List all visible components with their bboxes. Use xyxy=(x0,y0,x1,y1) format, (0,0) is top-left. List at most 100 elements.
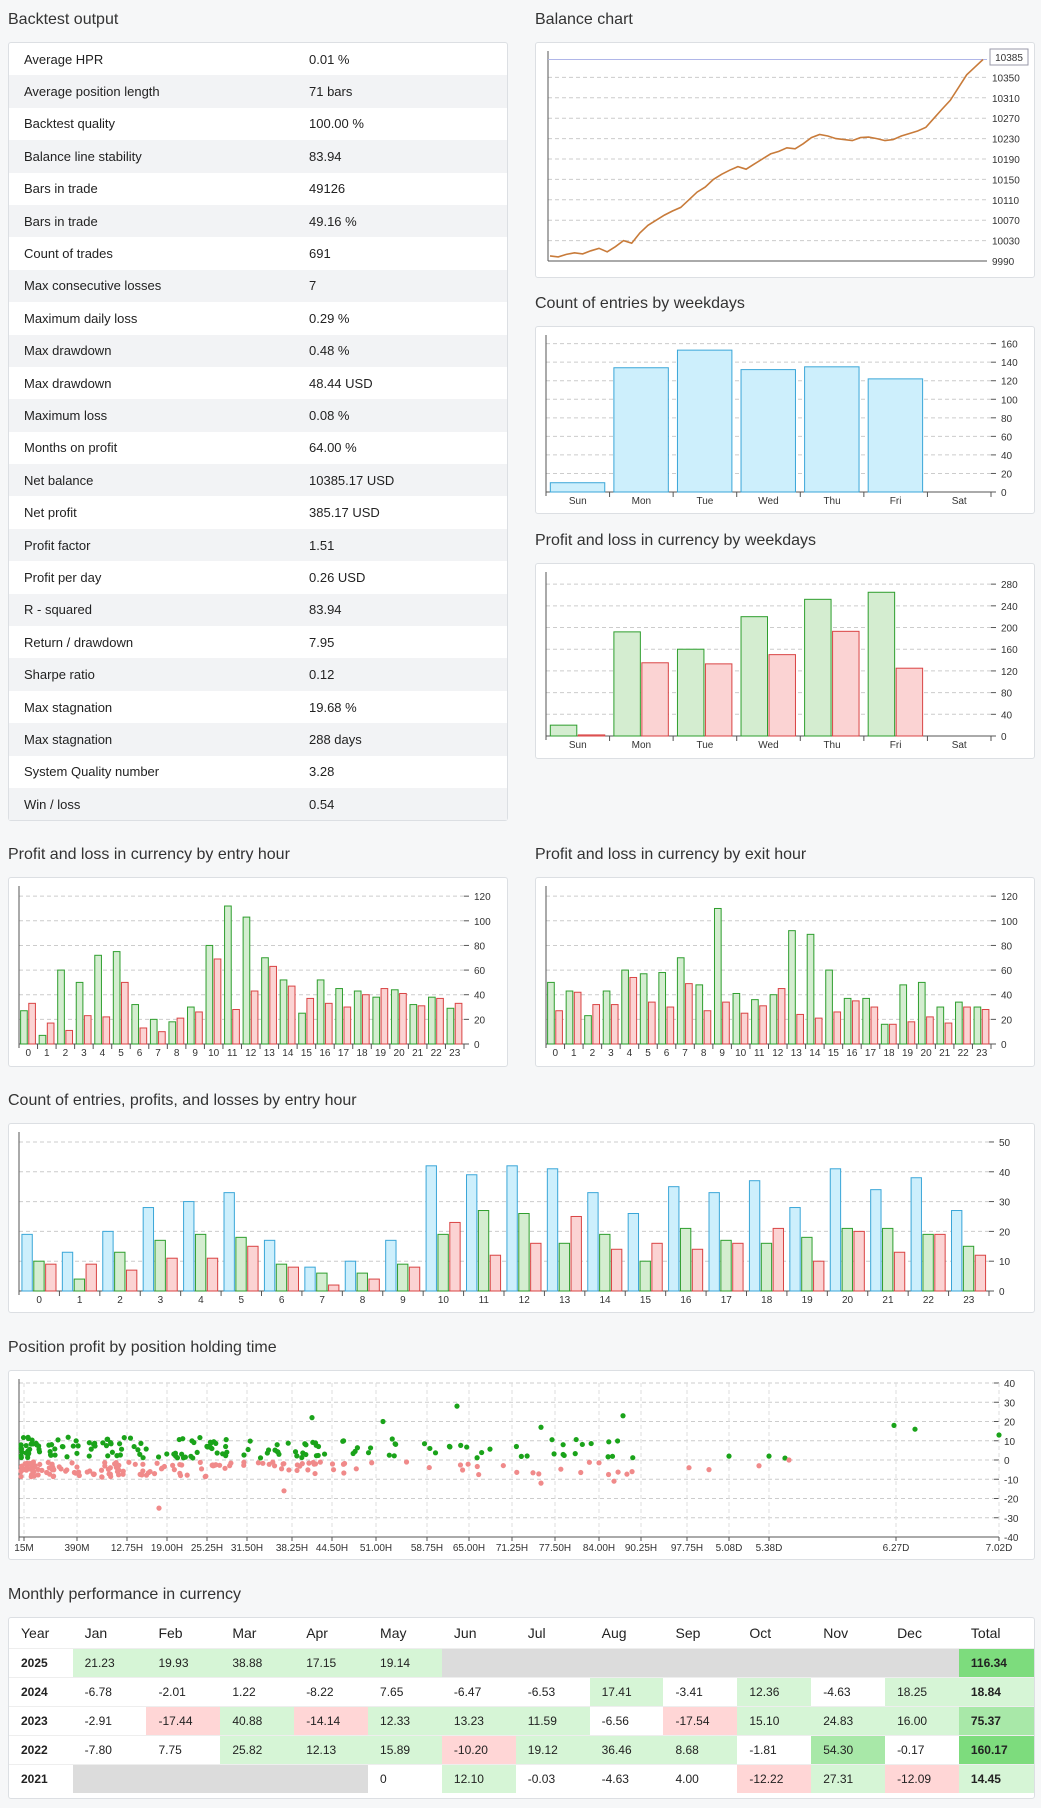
loss-point xyxy=(312,1470,318,1477)
bar xyxy=(639,973,648,1045)
profit-point xyxy=(47,1449,53,1455)
bar xyxy=(250,990,259,1045)
profit-point xyxy=(572,1451,578,1457)
x-tick-label: Fri xyxy=(890,496,902,507)
stat-row: Return / drawdown 7.95 xyxy=(9,626,507,658)
x-tick-label: 17 xyxy=(721,1295,733,1306)
y-tick-label: 0 xyxy=(1004,1456,1010,1467)
profit-point xyxy=(52,1452,58,1458)
month-cell: -4.63 xyxy=(589,1763,664,1793)
last-value-label: 10385 xyxy=(995,53,1023,64)
x-tick-label: 38.25H xyxy=(276,1543,308,1554)
bar xyxy=(166,1257,178,1292)
profit-point xyxy=(209,1445,215,1452)
month-cell: 18.25 xyxy=(885,1676,959,1706)
bar xyxy=(454,1002,463,1045)
stat-value: 64.00 % xyxy=(309,440,357,456)
month-cell xyxy=(663,1647,738,1677)
x-tick-label: 65.00H xyxy=(453,1543,485,1554)
exit-hour-pl-panel: 0 20 40 60 80 100 120 0 1 2 3 4 5 6 7 8 9 10 11 12 13 14 15 16 1… xyxy=(535,877,1035,1067)
profit-point xyxy=(609,1453,616,1459)
bar xyxy=(732,992,741,1045)
y-tick-label: 120 xyxy=(1001,377,1018,388)
month-cell: 25.82 xyxy=(220,1734,295,1764)
month-cell: 38.88 xyxy=(220,1647,295,1677)
bar xyxy=(437,1233,449,1292)
month-header: Nov xyxy=(823,1624,849,1641)
stat-label: Balance line stability xyxy=(9,140,309,173)
profit-point xyxy=(614,1438,621,1444)
profit-point xyxy=(18,1442,24,1448)
bar xyxy=(46,1022,55,1045)
profit-point xyxy=(73,1438,79,1444)
profit-point xyxy=(891,1422,897,1428)
loss-point xyxy=(177,1472,184,1479)
stat-label: Max drawdown xyxy=(24,375,112,391)
loss-point xyxy=(37,1461,43,1468)
loss-point xyxy=(329,1461,336,1467)
x-tick-label: 15 xyxy=(828,1048,840,1059)
x-tick-label: 5 xyxy=(118,1048,124,1059)
bar xyxy=(853,1230,865,1292)
profit-point xyxy=(109,1449,115,1455)
stat-value: 0.26 USD xyxy=(309,569,366,585)
bar xyxy=(279,979,288,1045)
x-tick-label: 12 xyxy=(519,1295,531,1306)
loss-point xyxy=(35,1472,41,1478)
bar xyxy=(425,1165,437,1292)
bar xyxy=(506,1165,518,1292)
loss-point xyxy=(107,1465,113,1471)
profit-point xyxy=(59,1443,65,1450)
x-tick-label: 6 xyxy=(137,1048,143,1059)
entry-hour-pl-panel: 0 20 40 60 80 100 120 0 1 2 3 4 5 6 7 8 9 10 11 12 13 14 15 16 1… xyxy=(8,877,508,1067)
bar xyxy=(658,972,667,1045)
profit-point xyxy=(117,1452,123,1458)
stat-row: Average HPR 0.01 % xyxy=(9,43,507,75)
stat-label: Sharpe ratio xyxy=(9,658,309,691)
profit-point xyxy=(86,1453,92,1459)
holding-time-chart: -40 -30 -20 -10 0 10 20 30 40 15M 390M 12.75H 19.00H… xyxy=(14,1379,1019,1554)
y-tick-label: 20 xyxy=(474,1015,486,1026)
month-cell: 8.68 xyxy=(663,1734,738,1764)
bar xyxy=(963,1006,971,1045)
stat-value: 288 days xyxy=(309,723,507,756)
bar xyxy=(344,1260,357,1292)
y-tick-label: 9990 xyxy=(992,257,1015,268)
profit-point xyxy=(579,1441,585,1448)
month-cell xyxy=(72,1763,147,1793)
x-tick-label: Wed xyxy=(758,496,778,507)
loss-point xyxy=(210,1462,216,1468)
loss-point xyxy=(69,1460,75,1466)
x-tick-label: 97.75H xyxy=(671,1543,703,1554)
y-tick-label: 20 xyxy=(1001,469,1013,480)
bar xyxy=(584,1015,592,1045)
loss-point xyxy=(171,1467,177,1473)
profit-point xyxy=(294,1453,300,1459)
stat-label: Return / drawdown xyxy=(24,634,134,650)
bar xyxy=(372,996,381,1045)
bar xyxy=(577,734,606,737)
x-tick-label: 20 xyxy=(394,1048,406,1059)
balance-chart: 9990 10030 10070 10110 10150 10190 10230 10270 1… xyxy=(547,48,1029,268)
x-tick-label: 9 xyxy=(719,1048,725,1059)
y-tick-label: 100 xyxy=(474,917,491,928)
x-tick-label: 9 xyxy=(400,1295,406,1306)
x-tick-label: 18 xyxy=(761,1295,773,1306)
bar xyxy=(428,996,436,1045)
x-tick-label: 0 xyxy=(552,1048,558,1059)
bar xyxy=(409,1004,418,1045)
month-cell xyxy=(737,1647,812,1677)
bar xyxy=(549,482,606,493)
monthly-performance-panel: Year Jan Feb Mar Apr May Jun Jul Aug Sep Oct Nov Dec… xyxy=(8,1617,1035,1799)
x-tick-label: 5 xyxy=(239,1295,245,1306)
stat-label: R - squared xyxy=(9,593,309,627)
month-cell: -10.20 xyxy=(441,1734,516,1764)
bar xyxy=(974,1254,987,1292)
y-tick-label: 30 xyxy=(1004,1398,1016,1409)
stat-label: Maximum loss xyxy=(9,399,309,432)
y-tick-label: 20 xyxy=(1001,1015,1013,1026)
bar xyxy=(893,1251,906,1292)
monthly-performance-table: Year Jan Feb Mar Apr May Jun Jul Aug Sep Oct Nov Dec… xyxy=(9,1618,1034,1793)
month-header: Mar xyxy=(232,1624,257,1641)
loss-point xyxy=(64,1467,70,1473)
